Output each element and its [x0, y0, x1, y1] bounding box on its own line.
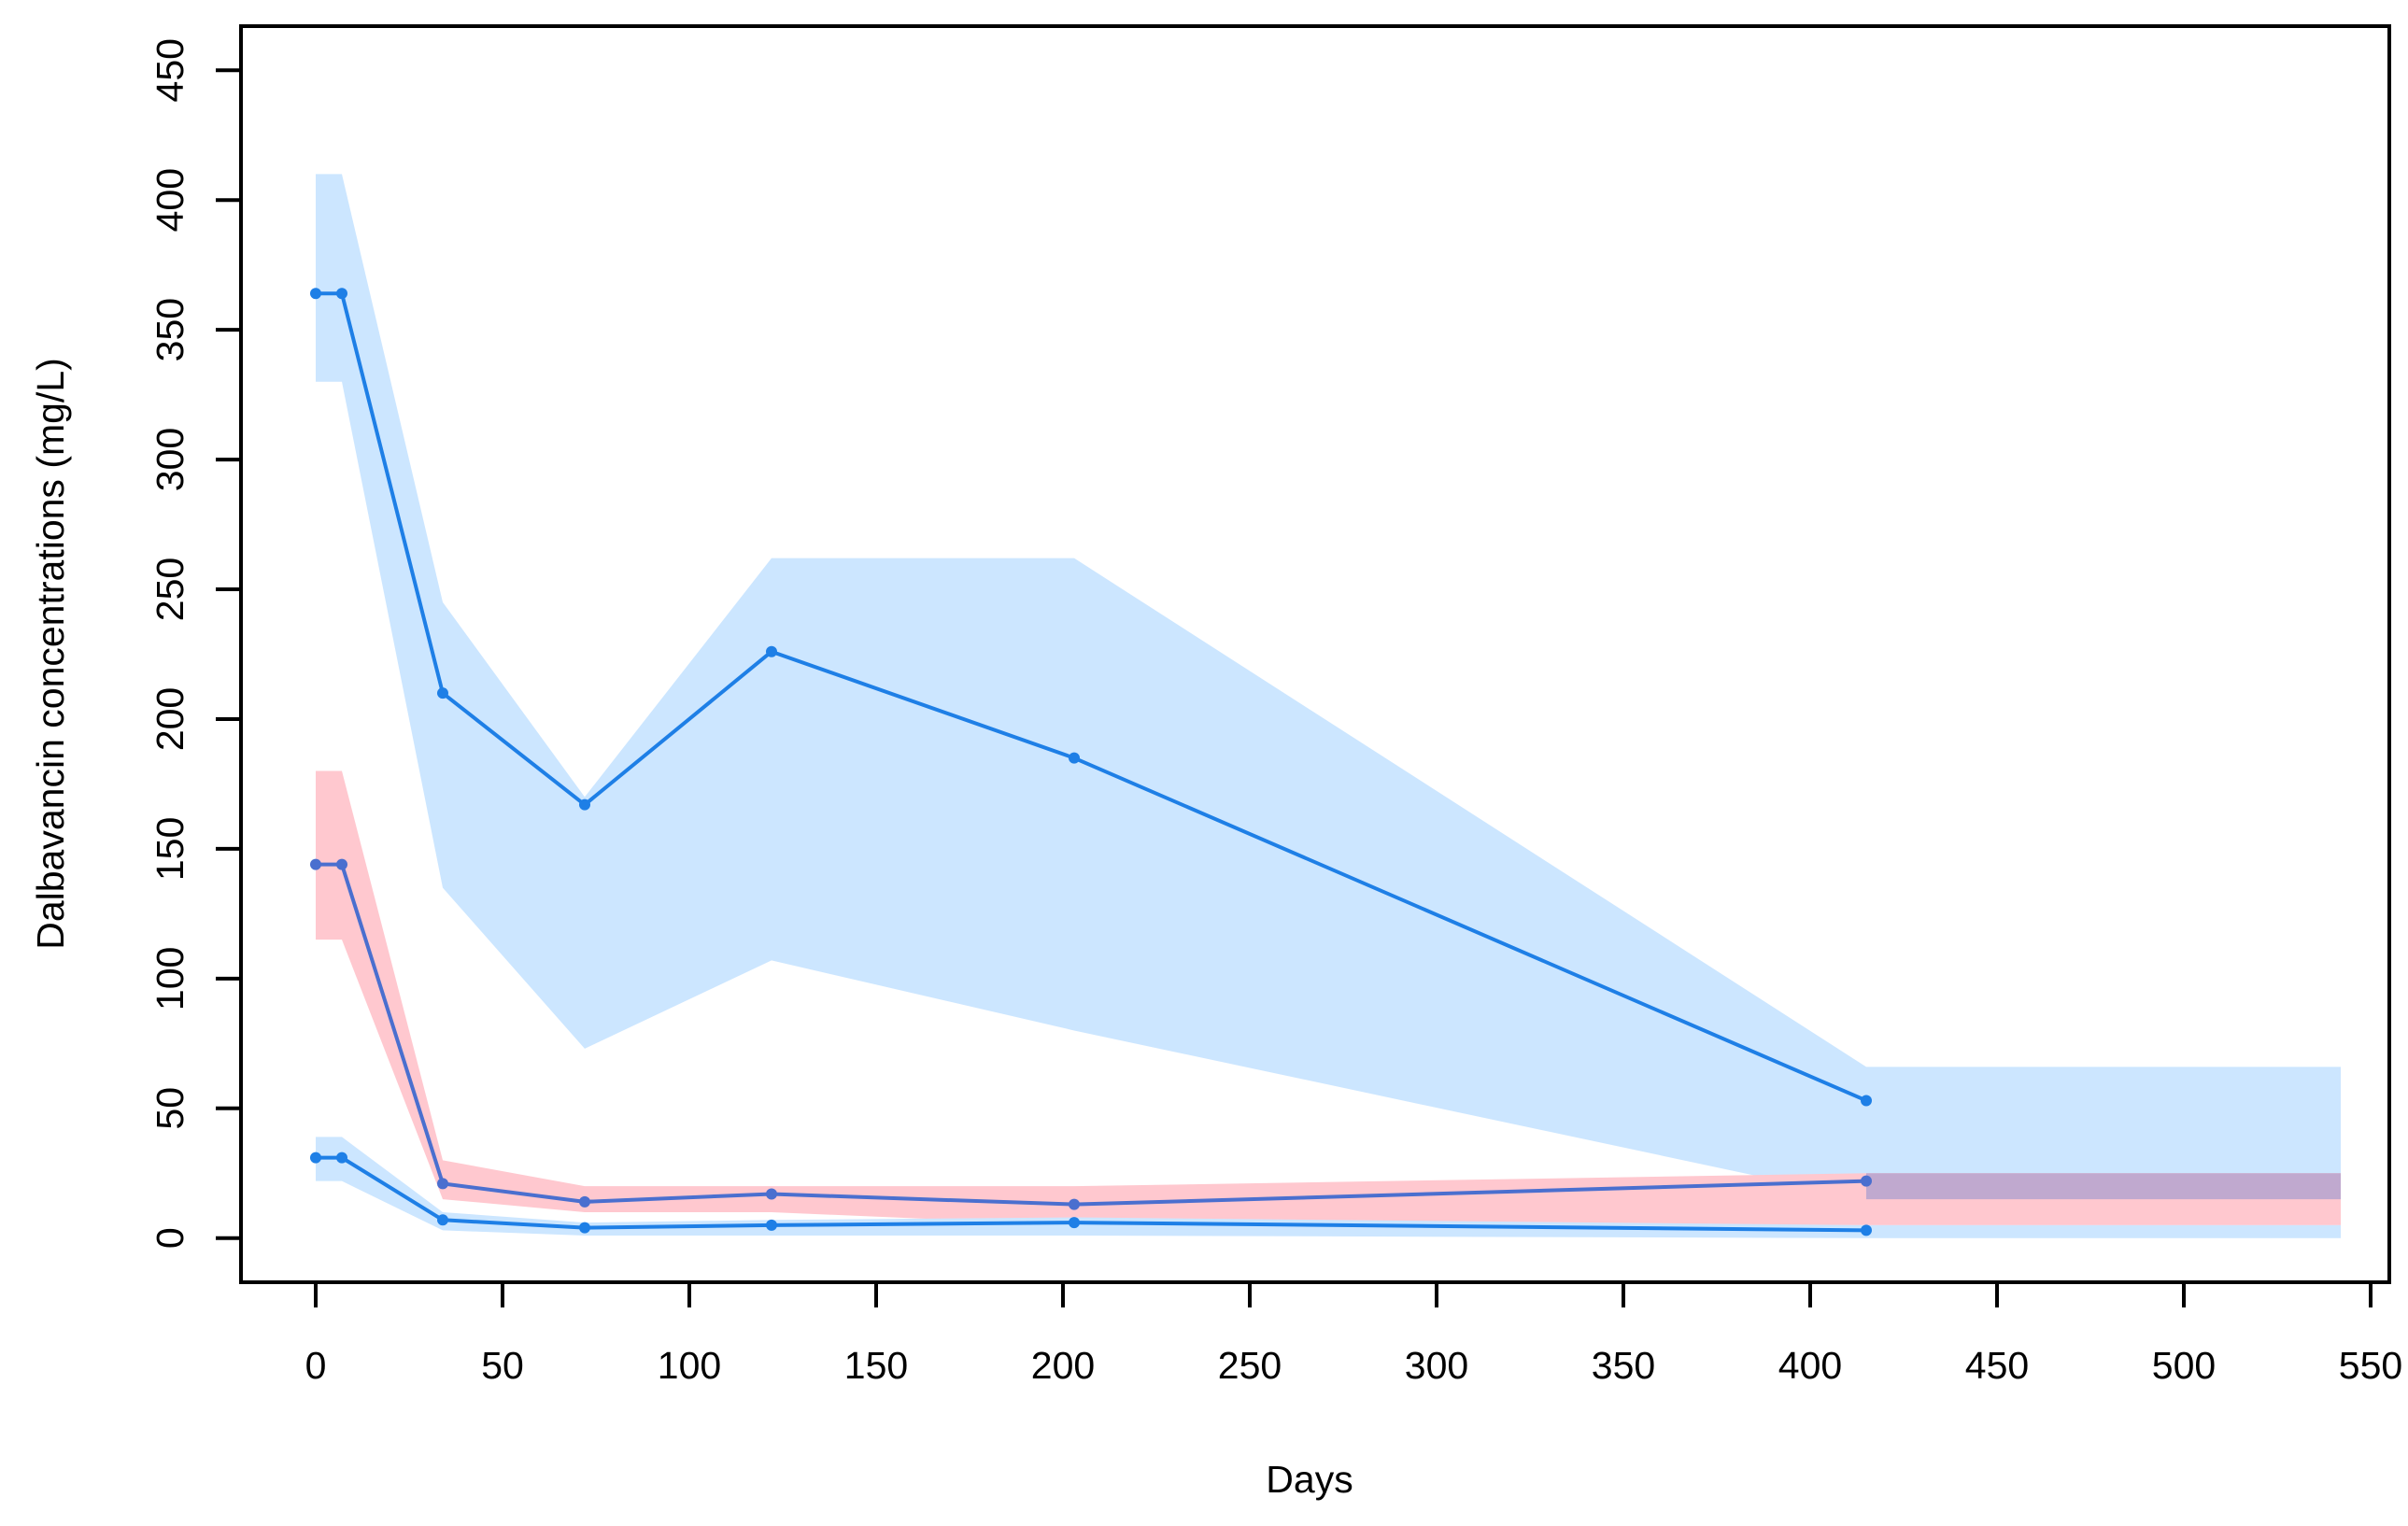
- x-tick-label: 50: [481, 1344, 524, 1387]
- x-axis: 0 50 100 150 200 250 300 350 400 450 500 550: [305, 1280, 2402, 1387]
- x-tick-label: 250: [1218, 1344, 1282, 1387]
- series-points: [310, 288, 1872, 1236]
- series-3-point: [336, 1152, 347, 1164]
- y-tick-label: 0: [149, 1227, 191, 1249]
- y-tick-label: 50: [149, 1087, 191, 1130]
- y-tick-label: 450: [149, 38, 191, 102]
- y-tick-label: 250: [149, 558, 191, 621]
- series-1-point: [766, 645, 777, 657]
- y-tick-label: 150: [149, 817, 191, 881]
- y-tick-label: 400: [149, 168, 191, 232]
- y-tick-label: 300: [149, 428, 191, 491]
- series-1-point: [437, 687, 448, 699]
- confidence-bands: [316, 174, 2341, 1238]
- series-2-point: [336, 858, 347, 870]
- series-1-point: [1861, 1095, 1872, 1107]
- y-axis: 0 50 100 150 200 250 300 350 400 450: [149, 38, 243, 1249]
- series-3-point: [579, 1222, 590, 1234]
- x-tick-label: 200: [1031, 1344, 1095, 1387]
- series-1-point: [1069, 752, 1080, 764]
- series-3-point: [766, 1219, 777, 1231]
- series-2-point: [766, 1188, 777, 1200]
- series-2-point: [579, 1195, 590, 1208]
- x-tick-label: 0: [305, 1344, 327, 1387]
- x-tick-label: 550: [2339, 1344, 2402, 1387]
- series-3-point: [1861, 1224, 1872, 1236]
- x-tick-label: 150: [844, 1344, 908, 1387]
- series-1-point: [310, 288, 321, 300]
- series-2-point: [1861, 1175, 1872, 1187]
- x-tick-label: 500: [2152, 1344, 2216, 1387]
- x-tick-label: 300: [1405, 1344, 1468, 1387]
- x-tick-label: 400: [1778, 1344, 1842, 1387]
- y-tick-label: 200: [149, 687, 191, 751]
- series-2-point: [310, 858, 321, 870]
- series-2-point: [1069, 1198, 1080, 1210]
- y-axis-title: Dalbavancin concentrations (mg/L): [29, 358, 72, 950]
- x-tick-label: 450: [1965, 1344, 2029, 1387]
- series-1-point: [579, 798, 590, 811]
- series-2-point: [437, 1178, 448, 1190]
- band-overlap: [1866, 1173, 2341, 1200]
- series-3-point: [1069, 1217, 1080, 1229]
- series-1-point: [336, 288, 347, 300]
- y-tick-label: 350: [149, 298, 191, 361]
- series-3-point: [437, 1214, 448, 1226]
- x-tick-label: 350: [1592, 1344, 1655, 1387]
- band-3: [316, 1137, 2341, 1238]
- x-tick-label: 100: [658, 1344, 721, 1387]
- series-3-point: [310, 1152, 321, 1164]
- y-tick-label: 100: [149, 947, 191, 1010]
- band-1: [316, 174, 2341, 1200]
- x-axis-title: Days: [1266, 1458, 1353, 1501]
